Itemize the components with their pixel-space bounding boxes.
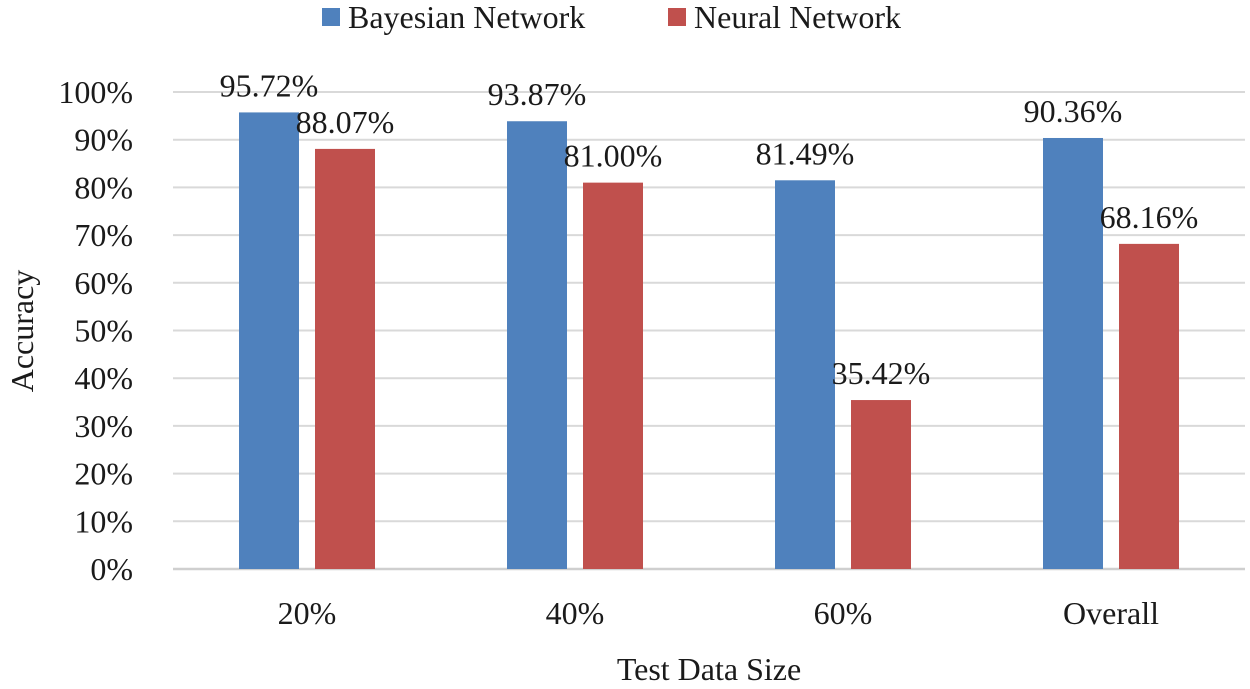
bar-bayesian: [775, 180, 835, 569]
y-tick-label: 50%: [74, 313, 133, 349]
x-category-label: 40%: [546, 595, 605, 631]
y-tick-label: 40%: [74, 360, 133, 396]
data-label: 35.42%: [832, 355, 931, 391]
legend-label: Neural Network: [694, 0, 901, 35]
y-tick-label: 80%: [74, 169, 133, 205]
y-axis-title: Accuracy: [4, 270, 40, 393]
data-label: 95.72%: [220, 67, 319, 103]
data-label: 88.07%: [296, 104, 395, 140]
bar-bayesian: [507, 121, 567, 569]
x-axis-title: Test Data Size: [617, 651, 801, 687]
y-tick-label: 100%: [58, 74, 133, 110]
y-axis-ticks: 0% 10% 20% 30% 40% 50% 60% 70% 80% 90% 100%: [58, 74, 133, 587]
data-label: 93.87%: [488, 76, 587, 112]
legend-swatch: [668, 8, 686, 26]
bar-neural: [583, 182, 643, 569]
x-category-label: 60%: [814, 595, 873, 631]
y-tick-label: 70%: [74, 217, 133, 253]
data-labels: 95.72%88.07% 93.87% 81.00% 81.49% 35.42% 90.3…: [220, 67, 1199, 391]
bars: [239, 112, 1179, 570]
bar-bayesian: [1043, 137, 1103, 570]
y-tick-label: 20%: [74, 456, 133, 492]
bar-bayesian: [239, 112, 299, 570]
y-tick-label: 90%: [74, 122, 133, 158]
bar-neural: [1119, 243, 1179, 569]
data-label: 81.00%: [564, 138, 663, 174]
data-label: 90.36%: [1024, 93, 1123, 129]
bar-neural: [851, 400, 911, 569]
y-tick-label: 30%: [74, 408, 133, 444]
x-axis-categories: 20% 40% 60% Overall: [278, 595, 1159, 631]
data-label: 81.49%: [756, 135, 855, 171]
y-tick-label: 0%: [90, 551, 133, 587]
x-category-label: Overall: [1063, 595, 1159, 631]
legend-label: Bayesian Network: [348, 0, 585, 35]
y-tick-label: 60%: [74, 265, 133, 301]
bar-neural: [315, 148, 375, 569]
legend: Bayesian Network Neural Network: [322, 0, 901, 35]
x-category-label: 20%: [278, 595, 337, 631]
legend-swatch: [322, 8, 340, 26]
data-label: 68.16%: [1100, 199, 1199, 235]
y-tick-label: 10%: [74, 503, 133, 539]
